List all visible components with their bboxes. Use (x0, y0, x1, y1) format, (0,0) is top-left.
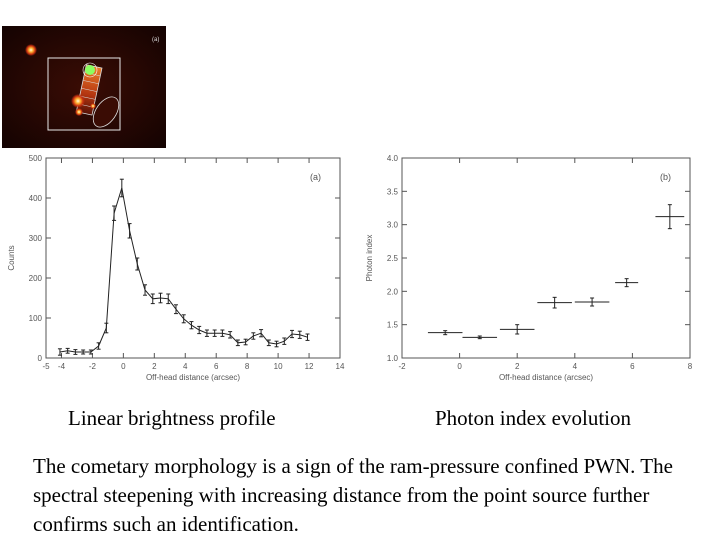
background-region (92, 96, 120, 128)
y-axis-label: Counts (7, 245, 16, 270)
data-point (462, 335, 498, 340)
data-point (189, 321, 194, 330)
x-tick-label: 6 (630, 362, 635, 371)
data-point (158, 292, 163, 304)
x-tick-label: 14 (336, 362, 345, 371)
data-point (290, 329, 295, 339)
data-point (212, 329, 217, 337)
x-tick-label: 0 (121, 362, 126, 371)
y-tick-label: 300 (29, 234, 43, 243)
panel-label: (a) (310, 172, 321, 182)
data-point (282, 337, 287, 345)
y-tick-label: 1.5 (387, 321, 399, 330)
data-point (259, 329, 264, 338)
data-point (251, 332, 256, 340)
y-tick-label: 3.0 (387, 221, 399, 230)
x-tick-label: 4 (183, 362, 188, 371)
panel-label: (b) (660, 172, 671, 182)
data-point (181, 314, 186, 324)
y-tick-label: 1.0 (387, 354, 399, 363)
data-point (57, 348, 62, 356)
data-point (150, 293, 155, 305)
data-point (135, 257, 140, 271)
x-axis-label: Off-head distance (arcsec) (146, 373, 240, 382)
zoom-box (47, 57, 121, 131)
y-tick-label: 2.5 (387, 254, 399, 263)
x-tick-label: 12 (305, 362, 314, 371)
data-point (65, 347, 70, 354)
xray-image: (a) (2, 26, 166, 148)
point-source (25, 44, 37, 56)
plot-frame (401, 157, 691, 359)
data-point (112, 205, 117, 221)
profile-line (59, 187, 308, 353)
data-point (274, 340, 279, 348)
data-point (266, 339, 271, 347)
point-source (90, 103, 96, 109)
y-tick-label: 100 (29, 314, 43, 323)
y-tick-label: 4.0 (387, 154, 399, 163)
data-point (537, 296, 572, 309)
data-point (166, 293, 171, 305)
data-point (73, 349, 78, 355)
data-point (88, 349, 93, 355)
x-tick-label: 2 (515, 362, 520, 371)
photon-index-svg: -2 0 2 4 6 8 1.0 1.5 2.0 2.5 3.0 3.5 4.0 Off-head dis… (365, 154, 693, 382)
x-tick-label: 8 (245, 362, 250, 371)
plot-frame (45, 157, 341, 359)
xray-image-inset: (a) (2, 26, 166, 148)
x-tick-label: 6 (214, 362, 219, 371)
x-tick-label: -4 (58, 362, 66, 371)
x-tick-label: 2 (152, 362, 157, 371)
photon-index-chart: -2 0 2 4 6 8 1.0 1.5 2.0 2.5 3.0 3.5 4.0 Off-head dis… (360, 150, 710, 390)
data-point (235, 339, 240, 347)
y-axis-label: Photon index (365, 235, 374, 282)
data-point (574, 297, 610, 307)
data-point (655, 204, 685, 230)
data-point (104, 322, 109, 334)
y-tick-label: 400 (29, 194, 43, 203)
y-tick-label: 200 (29, 274, 43, 283)
data-point (220, 329, 225, 337)
x-tick-label: -2 (89, 362, 97, 371)
brightness-profile-chart: -4 -2 0 2 4 6 8 10 12 14 -5 0 100 200 300 400 500 Off-hea… (0, 150, 350, 390)
pulsar-head (85, 65, 95, 75)
data-point (96, 342, 101, 350)
point-source (75, 108, 83, 116)
data-point (615, 278, 639, 288)
x-tick-label: -2 (398, 362, 406, 371)
x-tick-label: 10 (274, 362, 283, 371)
y-tick-label: 0 (38, 354, 43, 363)
description-text: The cometary morphology is a sign of the… (33, 454, 673, 536)
xray-panel-label: (a) (152, 37, 159, 43)
data-point (427, 330, 463, 336)
data-point (204, 329, 209, 337)
data-point (81, 349, 86, 355)
data-point (297, 330, 302, 339)
x-tick-label: 0 (457, 362, 462, 371)
point-source (71, 94, 85, 108)
y-tick-label: 3.5 (387, 187, 399, 196)
x-tick-label: 8 (688, 362, 693, 371)
x-tick-label: -5 (42, 362, 50, 371)
data-point (228, 331, 233, 339)
x-tick-label: 4 (573, 362, 578, 371)
data-point (499, 324, 535, 335)
data-point (173, 304, 178, 315)
y-tick-label: 2.0 (387, 287, 399, 296)
data-point (243, 338, 248, 346)
data-point (119, 178, 124, 198)
y-tick-label: 500 (29, 154, 43, 163)
data-point (197, 325, 202, 335)
data-point (305, 333, 310, 341)
x-axis-label: Off-head distance (arcsec) (499, 373, 593, 382)
data-point (143, 284, 148, 296)
brightness-profile-svg: -4 -2 0 2 4 6 8 10 12 14-50100200300400500Off-hea… (7, 154, 345, 382)
caption-brightness-profile: Linear brightness profile (68, 406, 276, 430)
caption-photon-index: Photon index evolution (435, 406, 631, 430)
data-point (127, 223, 132, 239)
